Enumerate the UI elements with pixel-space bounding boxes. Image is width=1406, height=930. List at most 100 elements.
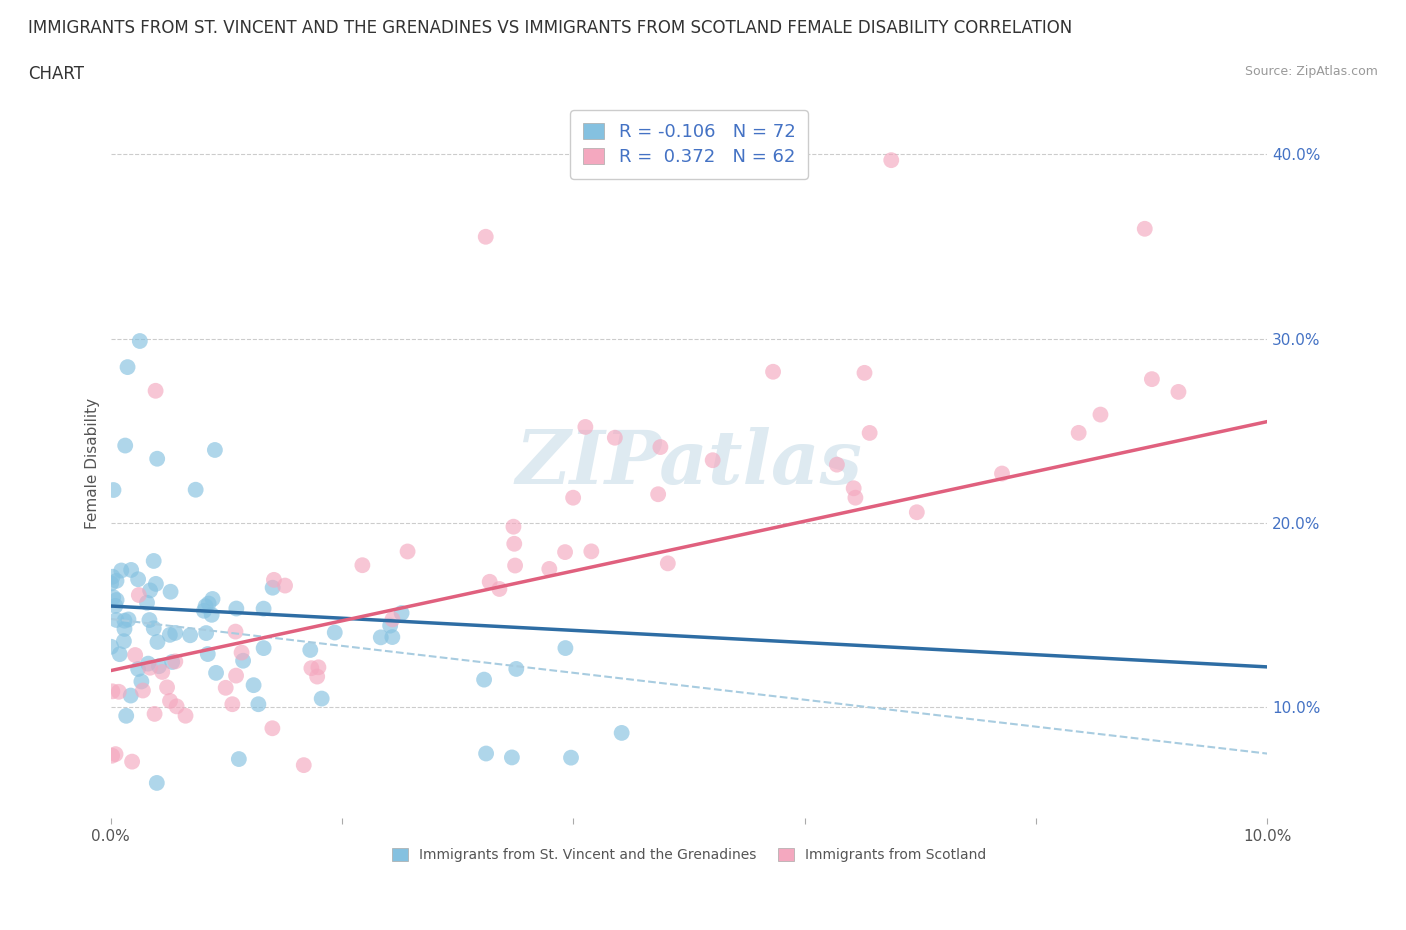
Point [274, 578, 297, 593]
Point [128, 588, 150, 603]
Point [253, 641, 276, 656]
Point [381, 630, 404, 644]
Point [378, 618, 401, 633]
Point [1167, 384, 1189, 399]
Point [117, 360, 139, 375]
Point [232, 653, 254, 668]
Point [370, 630, 392, 644]
Point [554, 641, 576, 656]
Point [474, 230, 496, 245]
Y-axis label: Female Disability: Female Disability [86, 397, 100, 528]
Point [139, 660, 162, 675]
Point [139, 583, 162, 598]
Point [100, 639, 122, 654]
Point [160, 655, 183, 670]
Point [221, 697, 243, 711]
Point [108, 646, 131, 661]
Point [844, 490, 866, 505]
Point [478, 575, 501, 590]
Point [299, 660, 322, 675]
Point [107, 684, 129, 699]
Point [554, 545, 576, 560]
Point [228, 751, 250, 766]
Point [503, 558, 526, 573]
Point [146, 634, 169, 649]
Point [292, 758, 315, 773]
Point [103, 590, 125, 604]
Point [159, 584, 181, 599]
Point [197, 646, 219, 661]
Point [538, 562, 561, 577]
Point [131, 674, 153, 689]
Point [880, 153, 903, 167]
Point [136, 657, 159, 671]
Point [842, 481, 865, 496]
Point [114, 621, 136, 636]
Point [120, 563, 142, 578]
Point [115, 709, 138, 724]
Point [193, 604, 215, 618]
Point [231, 645, 253, 660]
Point [991, 466, 1014, 481]
Legend: Immigrants from St. Vincent and the Grenadines, Immigrants from Scotland: Immigrants from St. Vincent and the Gren… [387, 843, 993, 868]
Point [825, 458, 848, 472]
Point [225, 601, 247, 616]
Point [299, 643, 322, 658]
Text: ZIPatlas: ZIPatlas [516, 427, 862, 499]
Point [307, 669, 329, 684]
Point [1090, 407, 1112, 422]
Point [396, 544, 419, 559]
Text: IMMIGRANTS FROM ST. VINCENT AND THE GRENADINES VS IMMIGRANTS FROM SCOTLAND FEMAL: IMMIGRANTS FROM ST. VINCENT AND THE GREN… [28, 19, 1073, 36]
Point [263, 573, 285, 588]
Point [103, 483, 125, 498]
Point [145, 383, 167, 398]
Point [475, 746, 498, 761]
Point [166, 699, 188, 714]
Point [110, 563, 132, 578]
Point [128, 334, 150, 349]
Point [159, 694, 181, 709]
Point [143, 707, 166, 722]
Point [197, 596, 219, 611]
Point [101, 749, 124, 764]
Point [610, 725, 633, 740]
Point [165, 654, 187, 669]
Point [195, 626, 218, 641]
Point [262, 721, 284, 736]
Point [472, 672, 495, 687]
Point [101, 684, 124, 698]
Point [104, 598, 127, 613]
Point [1140, 372, 1163, 387]
Point [146, 451, 169, 466]
Point [488, 581, 510, 596]
Point [104, 747, 127, 762]
Point [762, 365, 785, 379]
Point [114, 613, 136, 628]
Point [105, 574, 128, 589]
Point [156, 680, 179, 695]
Point [121, 754, 143, 769]
Point [101, 569, 124, 584]
Point [132, 683, 155, 698]
Point [117, 612, 139, 627]
Point [114, 438, 136, 453]
Point [574, 419, 596, 434]
Point [145, 577, 167, 591]
Point [127, 661, 149, 676]
Point [581, 544, 603, 559]
Point [505, 661, 527, 676]
Point [150, 665, 173, 680]
Point [105, 613, 128, 628]
Point [148, 658, 170, 673]
Point [105, 592, 128, 607]
Point [201, 591, 224, 606]
Point [702, 453, 724, 468]
Point [905, 505, 928, 520]
Point [1133, 221, 1156, 236]
Point [146, 776, 169, 790]
Point [159, 628, 181, 643]
Text: Source: ZipAtlas.com: Source: ZipAtlas.com [1244, 65, 1378, 78]
Point [381, 612, 404, 627]
Point [204, 443, 226, 458]
Point [323, 625, 346, 640]
